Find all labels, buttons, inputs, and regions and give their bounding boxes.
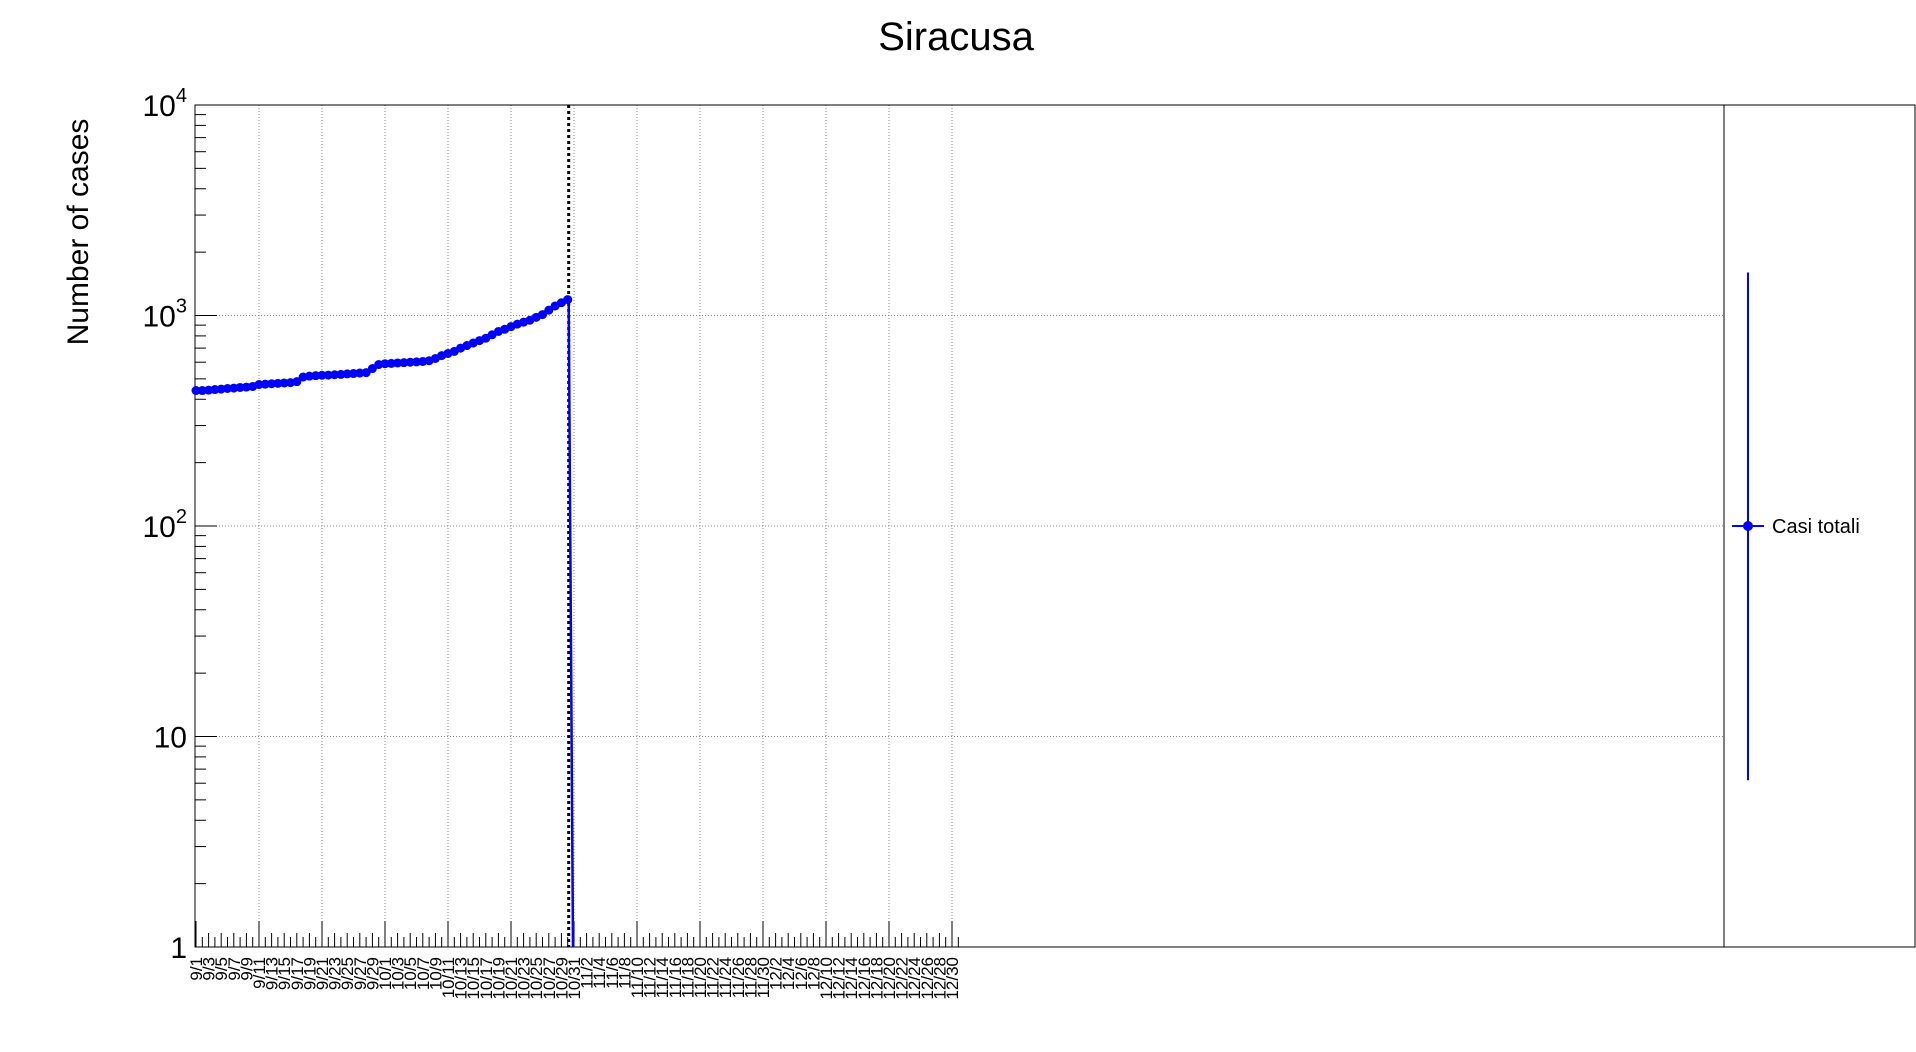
x-tick-label: 11/28 (741, 957, 760, 998)
x-tick-label: 9/25 (338, 957, 357, 990)
chart-title: Siracusa (878, 15, 1034, 59)
x-tick-label: 10/17 (477, 957, 496, 1000)
data-point (538, 310, 547, 320)
x-tick-label: 12/2 (767, 957, 786, 990)
x-tick-label: 12/12 (830, 957, 849, 1000)
legend: Casi totali (1723, 105, 1860, 947)
x-tick-label: 12/22 (893, 957, 912, 1000)
x-tick-label: 10/29 (552, 957, 571, 1000)
x-tick-label: 11/26 (729, 957, 748, 998)
x-tick-label: 9/15 (275, 957, 294, 990)
x-tick-label: 9/21 (313, 957, 332, 990)
x-tick-label: 12/4 (779, 957, 798, 990)
x-tick-label: 12/20 (880, 957, 899, 1000)
x-tick-label: 12/8 (804, 957, 823, 990)
x-tick-label: 9/3 (200, 957, 219, 981)
x-tick-label: 12/24 (905, 957, 924, 1000)
x-tick-label: 9/27 (351, 957, 370, 990)
x-tick-label: 12/10 (817, 957, 836, 1000)
x-tick-label: 10/5 (401, 957, 420, 990)
x-tick-label: 10/21 (502, 957, 521, 1000)
data-point (544, 305, 554, 315)
x-tick-label: 9/19 (300, 957, 319, 990)
x-tick-label: 9/17 (288, 957, 307, 990)
x-tick-label: 11/20 (691, 957, 710, 998)
y-axis-label: Number of cases (62, 119, 95, 346)
x-tick-label: 10/15 (464, 957, 483, 1000)
x-tick-label: 11/22 (704, 957, 723, 998)
x-tick-label: 10/19 (489, 957, 508, 1000)
x-tick-label: 9/5 (212, 957, 231, 981)
y-tick-label: 10 (154, 722, 187, 755)
x-tick-label: 12/28 (930, 957, 949, 1000)
x-tick-label: 9/7 (225, 957, 244, 981)
x-tick-label: 11/10 (628, 957, 647, 998)
data-point (191, 386, 201, 396)
legend-label: Casi totali (1772, 516, 1860, 538)
grid-layer (195, 105, 1724, 947)
x-tick-label: 10/9 (426, 957, 445, 990)
x-tick-label: 10/13 (452, 957, 471, 1000)
x-tick-label: 11/6 (603, 957, 622, 989)
x-tick-label: 11/2 (578, 957, 597, 989)
y-tick-label: 104 (143, 85, 188, 123)
x-tick-label: 9/29 (363, 957, 382, 990)
y-axis: 1 10 102 103 104 (143, 85, 217, 965)
x-tick-label: 10/31 (565, 957, 584, 1000)
x-tick-label: 9/1 (187, 957, 206, 981)
x-tick-label: 11/30 (754, 957, 773, 998)
x-tick-label: 11/24 (716, 957, 735, 998)
x-tick-label: 11/18 (678, 957, 697, 998)
x-tick-label: 11/14 (653, 957, 672, 998)
x-tick-label: 9/13 (263, 957, 282, 990)
data-point (563, 295, 573, 305)
legend-marker (1743, 521, 1753, 531)
x-tick-label: 10/3 (389, 957, 408, 990)
x-tick-label: 11/4 (590, 957, 609, 989)
x-tick-label: 11/16 (666, 957, 685, 998)
y-tick-label: 103 (143, 296, 188, 334)
x-tick-label: 11/8 (615, 957, 634, 989)
x-tick-label: 9/23 (326, 957, 345, 990)
x-tick-label: 9/9 (237, 957, 256, 981)
x-tick-label: 11/12 (641, 957, 660, 998)
y-tick-label: 102 (143, 506, 188, 544)
x-tick-label: 12/14 (842, 957, 861, 1000)
y-tick-label: 1 (170, 932, 187, 965)
x-tick-label: 10/7 (414, 957, 433, 990)
x-tick-label: 12/16 (855, 957, 874, 1000)
x-tick-label: 10/25 (527, 957, 546, 1000)
data-point (292, 377, 302, 387)
x-tick-label: 10/23 (515, 957, 534, 1000)
series-layer (191, 295, 575, 948)
x-tick-label: 12/18 (867, 957, 886, 1000)
x-axis: 9/19/39/59/79/99/119/139/159/179/199/219… (187, 921, 962, 1000)
x-tick-label: 10/11 (439, 957, 458, 998)
x-tick-label: 12/26 (918, 957, 937, 1000)
x-tick-label: 10/27 (540, 957, 559, 1000)
x-tick-label: 9/11 (250, 957, 269, 989)
x-tick-label: 12/6 (792, 957, 811, 990)
data-point (317, 370, 327, 380)
x-tick-label: 10/1 (376, 957, 395, 990)
x-tick-label: 12/30 (943, 957, 962, 1000)
